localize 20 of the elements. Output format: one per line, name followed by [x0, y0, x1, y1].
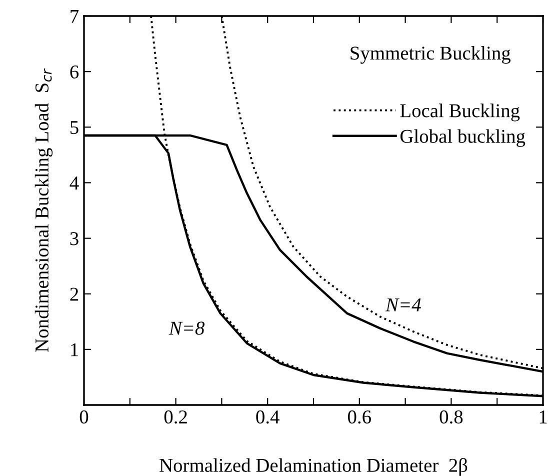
annotation: N=4 — [385, 298, 421, 312]
x-tick-label: 0.8 — [440, 410, 463, 424]
y-tick-label: 5 — [70, 121, 78, 134]
y-tick-label: 1 — [71, 343, 78, 356]
y-tick-label: 6 — [70, 65, 79, 79]
y-tick-label: 3 — [70, 232, 78, 246]
x-tick-label: 0 — [80, 410, 88, 424]
y-tick-label: 2 — [70, 288, 78, 301]
x-tick-label: 0.2 — [164, 410, 187, 424]
y-axis-title: Nondimensional Buckling Load S$_{cr}$ — [34, 68, 53, 352]
legend-label: Local Buckling — [400, 104, 520, 122]
y-tick-label: 4 — [70, 176, 79, 190]
x-tick-label: 1 — [540, 410, 547, 424]
x-tick-label: 0.4 — [256, 410, 280, 424]
annotation: Symmetric Buckling — [350, 46, 510, 64]
legend-label: Global buckling — [400, 129, 526, 147]
x-tick-label: 0.6 — [348, 410, 371, 424]
y-tick-label: 7 — [70, 10, 79, 23]
annotation: N=8 — [168, 322, 205, 335]
x-axis-title: Normalized Delamination Diameter 2β — [160, 458, 468, 476]
